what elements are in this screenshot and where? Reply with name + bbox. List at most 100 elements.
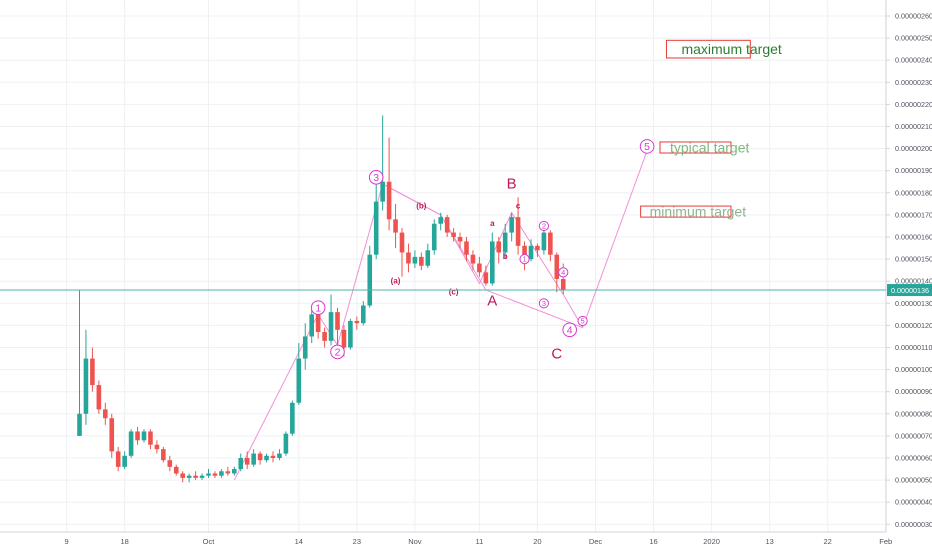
candle-layer [77, 115, 566, 483]
candle-body [509, 217, 514, 233]
time-axis[interactable]: 918Oct1423Nov1120Dec1620201322Feb1019 [65, 537, 932, 546]
price-tick-label: 0.00000200 [895, 144, 932, 153]
candle-body [122, 455, 127, 467]
wave-circle [368, 170, 384, 185]
time-tick-label: Feb [879, 537, 892, 546]
wave-number-label: 3 [373, 172, 379, 184]
candle-body [154, 444, 160, 450]
candle-body [128, 431, 134, 456]
candle-body [309, 314, 314, 337]
wave-number-label: 2 [335, 347, 341, 359]
candle-body [148, 431, 153, 445]
candle-body [444, 217, 450, 233]
candle-body [451, 232, 456, 237]
price-tick-label: 0.00000220 [895, 100, 932, 109]
candle-body [399, 232, 405, 253]
price-tick-label: 0.00000170 [895, 210, 932, 219]
time-tick-label: 14 [295, 537, 303, 546]
price-axis[interactable]: 0.00000260 0.00000250 0.00000240 0.00000230… [886, 12, 932, 529]
candle-body [548, 232, 553, 255]
candle-body [264, 455, 269, 461]
price-tick-label: 0.00000160 [895, 233, 932, 242]
candle-body [257, 453, 263, 461]
candle-body [251, 453, 256, 465]
price-tick-label: 0.00000050 [895, 476, 932, 485]
wave-circle [639, 139, 655, 154]
candle-body [180, 473, 185, 478]
time-tick-label: 9 [65, 537, 69, 546]
candle-body [431, 223, 437, 251]
candle-body [496, 241, 502, 253]
candle-body [541, 232, 547, 251]
candle-body [367, 254, 373, 306]
price-tick-label: 0.00000190 [895, 166, 932, 175]
candle-body [554, 254, 560, 279]
candle-body [219, 471, 224, 476]
correction-wave-letter: B [507, 175, 517, 192]
target-label: typical target [670, 139, 749, 155]
target-label: maximum target [681, 41, 781, 57]
price-tick-label: 0.00000070 [895, 431, 932, 440]
candle-body [393, 219, 398, 233]
time-tick-label: 11 [476, 537, 484, 546]
candle-body [225, 471, 231, 474]
candle-body [212, 473, 218, 476]
time-tick-label: 20 [533, 537, 541, 546]
price-tick-label: 0.00000140 [895, 277, 932, 286]
wave-circle [310, 300, 326, 316]
wave-circle [577, 315, 588, 327]
candle-body [464, 241, 469, 255]
candle-body [457, 237, 463, 242]
wave-circle [519, 254, 530, 265]
candle-body [186, 475, 192, 478]
candle-body [515, 217, 521, 246]
candle-body [528, 245, 534, 260]
wave-number-label: 5 [644, 141, 650, 153]
last-price-value: 0.00000136 [891, 286, 929, 295]
candle-body [244, 458, 250, 465]
time-tick-label: 22 [824, 537, 832, 546]
candle-body [335, 312, 340, 330]
time-tick-label: Oct [203, 537, 216, 546]
candle-body [206, 473, 211, 476]
wave-number-label: 4 [561, 268, 565, 277]
price-tick-label: 0.00000180 [895, 188, 932, 197]
target-box[interactable] [659, 141, 732, 154]
wave-circle [558, 267, 569, 278]
price-tick-label: 0.00000060 [895, 454, 932, 463]
price-tick-label: 0.00000210 [895, 122, 932, 131]
candle-body [315, 314, 321, 333]
subwave-label: (a) [391, 276, 401, 285]
wave-number-label: 1 [522, 255, 526, 264]
candle-body [270, 455, 276, 458]
candle-body [109, 418, 115, 452]
subwave-label: (c) [449, 287, 459, 296]
price-tick-label: 0.00000080 [895, 409, 932, 418]
candle-body [167, 460, 173, 467]
price-tick-label: 0.00000110 [895, 343, 932, 352]
candle-body [77, 413, 82, 436]
target-box[interactable] [665, 39, 751, 59]
candle-body [238, 458, 244, 470]
price-tick-label: 0.00000250 [895, 34, 932, 43]
target-box[interactable] [640, 205, 732, 218]
candle-body [341, 329, 347, 348]
time-tick-label: 16 [649, 537, 657, 546]
target-label: minimum target [650, 204, 747, 220]
candle-body [277, 453, 282, 458]
time-tick-label: Dec [589, 537, 603, 546]
subwave-label: b [503, 252, 508, 261]
target-layer[interactable]: maximum target typical target minimum targ… [640, 39, 782, 220]
last-price-badge [887, 284, 932, 297]
last-price-marker: 0.00000136 [0, 284, 932, 297]
subwave-label: c [516, 201, 521, 210]
candle-body [322, 332, 327, 341]
wave-number-label: 1 [315, 302, 321, 314]
price-tick-label: 0.00000120 [895, 321, 932, 330]
candle-body [161, 449, 166, 461]
time-tick-label: 23 [353, 537, 361, 546]
time-tick-label: 13 [765, 537, 773, 546]
